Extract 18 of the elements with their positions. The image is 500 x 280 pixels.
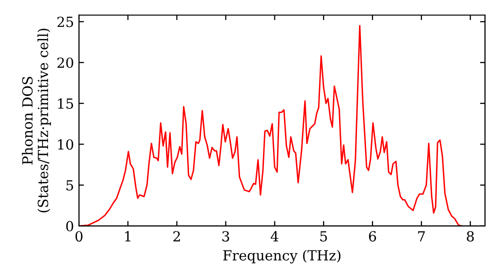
x-tick-label: 4 bbox=[270, 231, 278, 242]
x-tick-label: 6 bbox=[369, 231, 376, 242]
x-tick-label: 0 bbox=[75, 231, 82, 242]
y-tick-label: 5 bbox=[66, 180, 74, 191]
line-series bbox=[79, 25, 463, 226]
x-tick-label: 2 bbox=[173, 231, 180, 242]
y-axis-title: Phonon DOS (States/THz·primitive cell) bbox=[22, 28, 51, 212]
x-tick-label: 8 bbox=[466, 231, 474, 242]
x-tick-label: 7 bbox=[418, 231, 425, 242]
x-tick-label: 1 bbox=[125, 231, 130, 242]
x-axis-title: Frequency (THz) bbox=[223, 250, 340, 264]
y-tick-label: 20 bbox=[57, 57, 74, 68]
y-tick-label: 15 bbox=[58, 98, 74, 109]
x-tick-label: 5 bbox=[320, 231, 327, 242]
x-tick-label: 3 bbox=[222, 231, 230, 242]
y-tick-label: 10 bbox=[58, 139, 74, 150]
y-tick-label: 0 bbox=[66, 220, 74, 232]
y-tick-label: 25 bbox=[57, 16, 74, 28]
